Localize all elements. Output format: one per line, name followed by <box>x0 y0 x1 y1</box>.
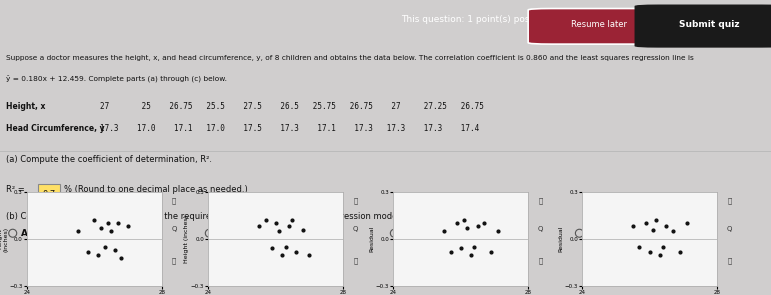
Y-axis label: Residual: Residual <box>369 226 374 252</box>
Point <box>451 221 463 226</box>
FancyBboxPatch shape <box>635 4 771 48</box>
Text: Resume later: Resume later <box>571 19 628 29</box>
Point <box>485 249 497 254</box>
Y-axis label: Residual: Residual <box>558 226 563 252</box>
Point <box>465 252 477 257</box>
Text: D.: D. <box>588 229 598 238</box>
Text: Q: Q <box>353 226 358 232</box>
Text: % (Round to one decimal place as needed.): % (Round to one decimal place as needed.… <box>64 185 247 194</box>
Text: A.: A. <box>21 229 31 238</box>
Text: (a) Compute the coefficient of determination, R².: (a) Compute the coefficient of determina… <box>6 155 212 164</box>
Text: 17.3    17.0    17.1   17.0    17.5    17.3    17.1    17.3   17.3    17.3    17: 17.3 17.0 17.1 17.0 17.5 17.3 17.1 17.3 … <box>100 124 480 133</box>
Point <box>296 227 308 232</box>
Point <box>667 229 679 233</box>
Text: 🔍: 🔍 <box>172 197 177 204</box>
Text: 🗙: 🗙 <box>727 258 732 264</box>
Point <box>627 224 639 229</box>
Text: 🔍: 🔍 <box>727 197 732 204</box>
Text: 27       25    26.75   25.5    27.5    26.5   25.75   26.75    27     27.25   26: 27 25 26.75 25.5 27.5 26.5 25.75 26.75 2… <box>100 101 484 111</box>
Y-axis label: Height
(inches): Height (inches) <box>0 226 8 252</box>
Text: 🔍: 🔍 <box>353 197 358 204</box>
Point <box>283 224 295 229</box>
Text: 🗙: 🗙 <box>538 258 543 264</box>
Point <box>633 245 645 249</box>
Point <box>112 221 124 226</box>
Text: Suppose a doctor measures the height, x, and head circumference, y, of 8 childre: Suppose a doctor measures the height, x,… <box>6 55 694 61</box>
Point <box>478 221 490 226</box>
Point <box>266 246 278 251</box>
Point <box>276 252 288 257</box>
Point <box>290 249 302 254</box>
Point <box>269 221 281 226</box>
Text: This question: 1 point(s) possible: This question: 1 point(s) possible <box>401 14 550 24</box>
Point <box>253 224 265 229</box>
Text: Q: Q <box>727 226 732 232</box>
Point <box>102 221 114 226</box>
Point <box>273 229 285 233</box>
Point <box>461 226 473 230</box>
Point <box>444 249 456 254</box>
Text: C.: C. <box>402 229 412 238</box>
Point <box>122 224 134 229</box>
Point <box>643 249 655 254</box>
Text: Q: Q <box>538 226 543 232</box>
Text: 🔍: 🔍 <box>538 197 543 204</box>
Point <box>303 252 315 257</box>
Point <box>657 245 669 249</box>
Point <box>109 248 121 252</box>
Point <box>471 224 483 229</box>
Point <box>105 229 117 233</box>
Point <box>458 218 470 222</box>
Text: (b) Construct a residual plot to verify the requirements of the least-squares re: (b) Construct a residual plot to verify … <box>6 212 402 221</box>
Text: Submit quiz: Submit quiz <box>679 19 740 29</box>
Point <box>116 255 128 260</box>
Point <box>650 218 662 222</box>
Point <box>99 245 111 249</box>
Point <box>647 227 659 232</box>
Point <box>640 221 652 226</box>
Point <box>82 249 94 254</box>
FancyBboxPatch shape <box>528 9 671 44</box>
Point <box>660 224 672 229</box>
Text: Head Circumference, y: Head Circumference, y <box>6 124 105 133</box>
Text: 🗙: 🗙 <box>172 258 177 264</box>
Point <box>454 246 466 251</box>
Point <box>492 229 504 233</box>
Point <box>286 218 298 222</box>
Point <box>72 229 84 233</box>
Point <box>95 226 107 230</box>
Text: B.: B. <box>217 229 227 238</box>
Text: R² =: R² = <box>6 185 28 194</box>
Text: Height, x: Height, x <box>6 101 45 111</box>
Point <box>88 218 100 222</box>
Point <box>438 229 450 233</box>
Point <box>92 252 104 257</box>
Text: 0.7: 0.7 <box>42 190 56 199</box>
Text: 🗙: 🗙 <box>353 258 358 264</box>
Point <box>654 252 666 257</box>
FancyBboxPatch shape <box>38 183 60 206</box>
Point <box>280 245 292 249</box>
Point <box>681 221 693 226</box>
Text: ŷ = 0.180x + 12.459. Complete parts (a) through (c) below.: ŷ = 0.180x + 12.459. Complete parts (a) … <box>6 75 227 82</box>
Point <box>468 245 480 249</box>
Point <box>674 249 686 254</box>
Text: Q: Q <box>172 226 177 232</box>
Y-axis label: Height (inches): Height (inches) <box>184 215 189 263</box>
Point <box>259 218 271 222</box>
